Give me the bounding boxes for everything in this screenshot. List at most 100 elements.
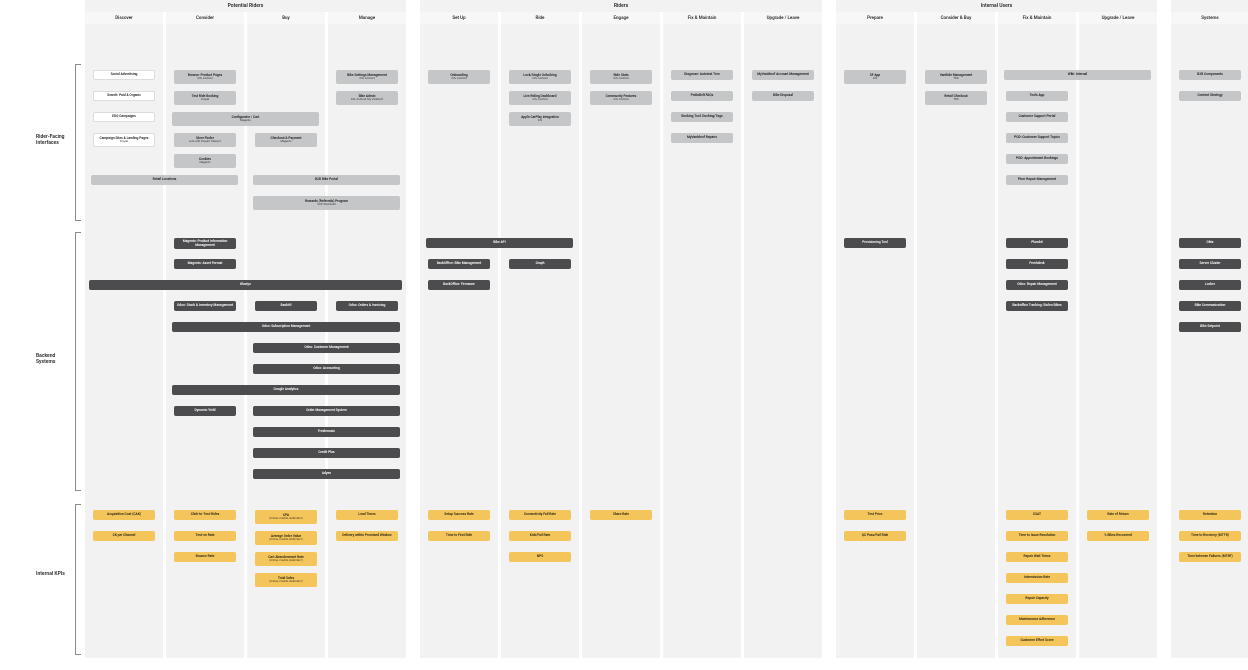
card-subtitle: iOS, Android	[532, 98, 547, 101]
card-title: Tools App	[1030, 94, 1045, 98]
card-title: Odoo: Subscription Management	[262, 325, 311, 329]
column-strip	[1079, 12, 1157, 658]
card-title: Retail Locations	[153, 178, 177, 182]
column-header: Manage	[328, 12, 406, 24]
card-subtitle: Magento	[280, 140, 291, 143]
card-subtitle: iOS	[538, 119, 542, 122]
card: Bike Disposal	[752, 91, 814, 101]
card-title: Repair Capacity	[1025, 597, 1048, 601]
bracket-cap	[75, 654, 81, 655]
card: Bike AdminiOS, Android, My VanMoof	[336, 91, 398, 105]
card: Okta	[1179, 238, 1241, 248]
group-header: Potential Riders	[85, 0, 406, 12]
card: Floor Repair Management	[1006, 175, 1068, 185]
column-header: Buy	[247, 12, 325, 24]
card: EDQ Campaigns	[93, 112, 155, 122]
card: Apple CarPlay IntegrationiOS	[509, 112, 571, 126]
card-title: Bike API	[493, 241, 506, 245]
card: Dynamic Yield	[174, 406, 236, 416]
column-header: Fix & Maintain	[998, 12, 1076, 24]
card: Community FeaturesiOS, Android	[590, 91, 652, 105]
card: Plumbit	[1006, 238, 1068, 248]
card-title: Booking Tool: Ducking/Tags	[681, 115, 722, 119]
card-title: Credit Plus	[318, 451, 334, 455]
card: Booking Tool: Ducking/Tags	[671, 112, 733, 122]
column-header: Upgrade / Leave	[1079, 12, 1157, 24]
card-subtitle: Magento	[240, 119, 251, 122]
card-title: MyVanMoof Account Management	[757, 73, 808, 77]
card-subtitle: TBD	[953, 98, 958, 101]
card-title: % Bikes Recovered	[1104, 534, 1132, 538]
group-header	[1171, 0, 1248, 12]
card-title: Search: Paid & Organic	[107, 94, 141, 98]
card-title: CSAT	[1033, 513, 1041, 517]
card-title: Test-on Rate	[196, 534, 215, 538]
card: Kick/Fail Rate	[509, 531, 571, 541]
card: Share Rate	[590, 510, 652, 520]
card-title: QC Pass/Fail Ride	[862, 534, 888, 538]
card: Setup Success Rate	[428, 510, 490, 520]
card-title: Odoo: Accounting	[313, 367, 339, 371]
card-title: B2B Bike Portal	[315, 178, 338, 182]
card: Freshdesk	[1006, 259, 1068, 269]
card-subtitle: Drupal	[120, 140, 128, 143]
card: Maintenance Adherence	[1006, 615, 1068, 625]
card-title: Delivery within Promised Window	[342, 534, 391, 538]
card-title: Wiki: Internal	[1068, 73, 1087, 77]
card-title: Bounce Rate	[196, 555, 215, 559]
row-label-rider: Rider-Facing Interfaces	[36, 134, 70, 146]
card-subtitle: iOS, Android, My VanMoof	[351, 98, 383, 101]
card: Baskit!!	[255, 301, 317, 311]
card: Average Order Value(Online, Credits, Ref…	[255, 531, 317, 545]
card: Server Cluster	[1179, 259, 1241, 269]
column-header: Consider & Buy	[917, 12, 995, 24]
card: Odoo: Customer Management	[253, 343, 400, 353]
column-header: Ride	[501, 12, 579, 24]
row-label-kpi: Internal KPIs	[36, 571, 70, 577]
card-title: Provisioning Tool	[862, 241, 888, 245]
column-strip	[663, 12, 741, 658]
card: Acquisition Cost (CAK)	[93, 510, 155, 520]
card: SF AppiOS	[844, 70, 906, 84]
card-title: Diagnose: Autotest Tree	[684, 73, 720, 77]
card-title: Lead Times	[358, 513, 375, 517]
card: Live Riding DashboardiOS, Android	[509, 91, 571, 105]
card: OnboardingiOS, Android	[428, 70, 490, 84]
card: MyVanMoof Account Management	[752, 70, 814, 80]
card: Customer Support Portal	[1006, 112, 1068, 122]
card: POD: Appointment Bookings	[1006, 154, 1068, 164]
card-title: Test Price	[868, 513, 883, 517]
card: CookiesMagento	[174, 154, 236, 168]
card-title: POD: Appointment Bookings	[1016, 157, 1058, 161]
card: Tools App	[1006, 91, 1068, 101]
card-title: Intermission Rate	[1024, 576, 1050, 580]
card: Backoffice Tracking: Stolen Bikes	[1006, 301, 1068, 311]
column-header: Set Up	[420, 12, 498, 24]
card-title: B2B Components	[1197, 73, 1223, 77]
card: Rate of Return	[1087, 510, 1149, 520]
card: Credit Plus	[253, 448, 400, 458]
card-title: Klaviyo	[240, 283, 251, 287]
card-title: EDQ Campaigns	[112, 115, 136, 119]
column-strip	[85, 12, 163, 658]
bracket-cap	[75, 504, 81, 505]
column-strip	[836, 12, 914, 658]
card: Delivery within Promised Window	[336, 531, 398, 541]
card-title: Plumbit	[1031, 241, 1043, 245]
card-title: Bike Communication	[1195, 304, 1226, 308]
card: Repair Wait Times	[1006, 552, 1068, 562]
card-title: Floor Repair Management	[1018, 178, 1056, 182]
card-subtitle: iOS, Android	[359, 77, 374, 80]
card: MyVanMoof Repairs	[671, 133, 733, 143]
card-title: Connectivity Fail Rate	[524, 513, 556, 517]
card: Bike API	[426, 238, 573, 248]
card: Bounce Rate	[174, 552, 236, 562]
card: Intermission Rate	[1006, 573, 1068, 583]
card-title: Content Strategy	[1198, 94, 1223, 98]
card: Repair Capacity	[1006, 594, 1068, 604]
card-subtitle: TBD	[953, 77, 958, 80]
card: Time to Issue Resolution	[1006, 531, 1068, 541]
card: Search: Paid & Organic	[93, 91, 155, 101]
card: Retail CheckoutTBD	[925, 91, 987, 105]
card: Wiki: Internal	[1004, 70, 1151, 80]
